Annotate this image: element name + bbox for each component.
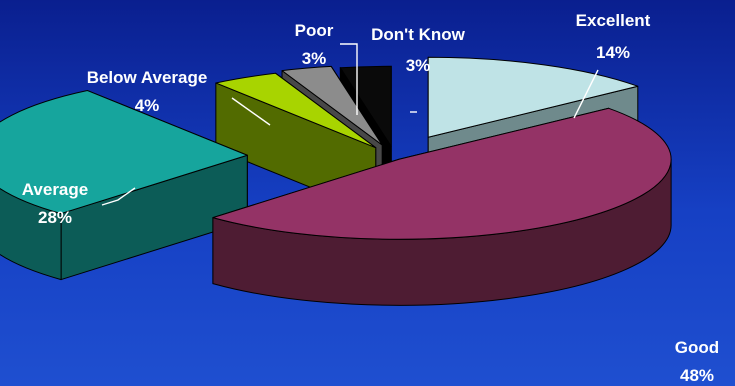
slice-average xyxy=(0,90,248,215)
slice-dont-know xyxy=(339,65,392,147)
label-below-average-value: 4% xyxy=(135,96,160,115)
label-dont-know-value: 3% xyxy=(406,56,431,75)
pie-tops xyxy=(0,56,672,240)
label-good-value: 48% xyxy=(680,366,714,385)
label-below-average: Below Average 4% xyxy=(87,68,208,115)
label-average: Average 28% xyxy=(22,180,88,227)
label-poor-value: 3% xyxy=(302,49,327,68)
leader-poor xyxy=(340,43,358,115)
label-good-category: Good xyxy=(675,338,719,357)
label-excellent: Excellent 14% xyxy=(576,11,651,62)
slice-good xyxy=(212,107,672,240)
label-excellent-value: 14% xyxy=(596,43,630,62)
leader-average xyxy=(101,187,136,206)
label-leaders xyxy=(101,43,599,206)
label-average-value: 28% xyxy=(38,208,72,227)
label-below-average-category: Below Average xyxy=(87,68,208,87)
slice-excellent xyxy=(427,56,639,138)
label-poor-category: Poor xyxy=(295,21,334,40)
label-average-category: Average xyxy=(22,180,88,199)
label-dont-know: Don't Know 3% xyxy=(371,25,466,75)
label-good: Good 48% xyxy=(675,338,719,385)
slice-poor xyxy=(281,65,383,146)
label-excellent-category: Excellent xyxy=(576,11,651,30)
slice-below-average xyxy=(215,72,377,149)
leader-excellent xyxy=(573,69,599,119)
leader-below-average xyxy=(231,97,271,126)
label-poor: Poor 3% xyxy=(295,21,334,68)
label-dont-know-category: Don't Know xyxy=(371,25,466,44)
